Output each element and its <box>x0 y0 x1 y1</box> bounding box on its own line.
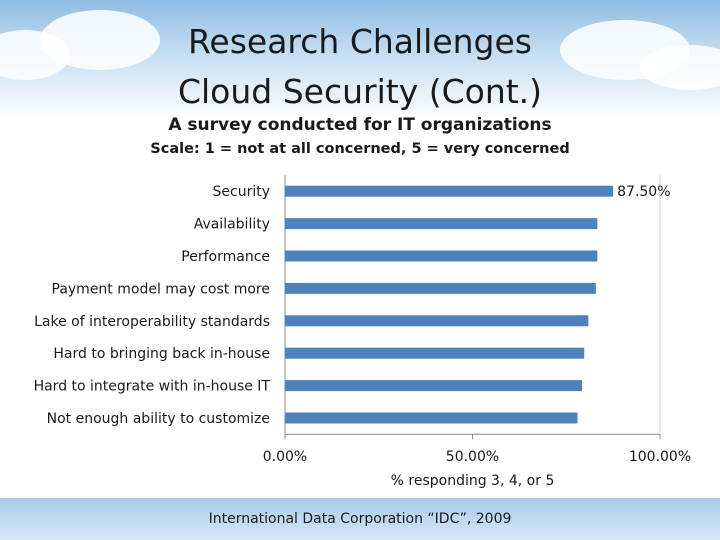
category-label: Performance <box>181 249 270 265</box>
page-title-line-2: Cloud Security (Cont.) <box>177 72 543 111</box>
source-citation: International Data Corporation “IDC”, 20… <box>208 511 512 527</box>
bar <box>285 347 585 359</box>
bar <box>285 282 596 294</box>
x-axis-title: % responding 3, 4, or 5 <box>391 473 555 489</box>
bar <box>285 185 614 197</box>
bar <box>285 412 578 424</box>
category-label: Lake of interoperability standards <box>34 314 270 330</box>
data-label: 87.50% <box>617 184 670 200</box>
bar <box>285 315 589 327</box>
x-tick-label: 100.00% <box>629 449 691 465</box>
header-sky-background <box>0 0 720 120</box>
cloud-decoration <box>40 10 160 70</box>
category-label: Availability <box>194 217 270 233</box>
scale-note: Scale: 1 = not at all concerned, 5 = ver… <box>150 141 570 157</box>
bar <box>285 380 582 392</box>
bar <box>285 250 598 262</box>
category-label: Security <box>213 184 271 200</box>
category-label: Hard to integrate with in-house IT <box>34 379 271 395</box>
cloud-decoration <box>640 45 720 90</box>
page-subtitle: A survey conducted for IT organizations <box>168 115 552 135</box>
page-title-line-1: Research Challenges <box>187 22 533 61</box>
footer-band <box>0 498 720 540</box>
category-label: Not enough ability to customize <box>47 411 270 427</box>
x-tick-label: 0.00% <box>263 449 307 465</box>
bar-chart: Security 87.50% Availability Performance Pay… <box>34 175 691 489</box>
category-label: Hard to bringing back in-house <box>53 346 270 362</box>
bar <box>285 218 598 230</box>
category-label: Payment model may cost more <box>52 281 271 297</box>
x-tick-label: 50.00% <box>446 449 499 465</box>
